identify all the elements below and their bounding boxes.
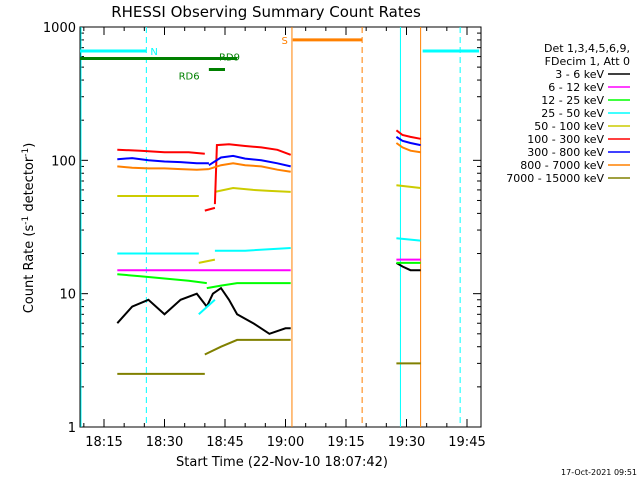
legend-header-2: FDecim 1, Att 0 xyxy=(545,55,630,68)
chart-title: RHESSI Observing Summary Count Rates xyxy=(111,3,421,21)
y-tick-label: 1 xyxy=(68,421,76,436)
y-axis-label: Count Rate (s-1 detector-1) xyxy=(21,143,37,314)
plot-content: N RD6 RD9 S xyxy=(80,27,480,427)
series-line xyxy=(206,282,291,290)
legend-label: 25 - 50 keV xyxy=(541,107,604,120)
series-line xyxy=(205,286,291,335)
legend-label: 12 - 25 keV xyxy=(541,94,604,107)
x-tick-label: 19:30 xyxy=(388,435,425,450)
legend-label: 50 - 100 keV xyxy=(534,120,604,133)
footer-date: 17-Oct-2021 09:51 xyxy=(561,468,637,477)
series-line xyxy=(117,273,207,285)
y-tick-label: 10 xyxy=(59,288,76,303)
x-tick-label: 18:45 xyxy=(206,435,243,450)
series-line xyxy=(395,136,421,147)
y-tick-label: 100 xyxy=(51,154,76,169)
x-tick-label: 18:30 xyxy=(146,435,183,450)
legend-label: 6 - 12 keV xyxy=(548,81,604,94)
plot-area: 18:15 18:30 18:45 19:00 19:15 19:30 19:45 1 10 10… xyxy=(43,21,486,450)
series-line xyxy=(395,129,421,140)
x-axis-label: Start Time (22-Nov-10 18:07:42) xyxy=(176,455,388,470)
series-line xyxy=(213,143,292,205)
flag-label: N xyxy=(150,47,157,58)
plot-frame xyxy=(79,26,482,428)
series-line xyxy=(396,237,421,242)
series-line xyxy=(395,142,421,154)
series-line xyxy=(396,184,421,189)
legend-header-1: Det 1,3,4,5,6,9, xyxy=(544,42,630,55)
series-line xyxy=(198,299,216,316)
series-line xyxy=(395,262,421,272)
series-line xyxy=(214,186,291,193)
legend-label: 800 - 7000 keV xyxy=(520,159,604,172)
series-line xyxy=(208,154,291,168)
x-tick-label: 19:15 xyxy=(327,435,364,450)
series-line xyxy=(116,292,208,324)
series-line xyxy=(208,162,291,173)
series-line xyxy=(117,148,205,155)
series-line xyxy=(204,206,216,212)
series-line xyxy=(117,165,209,171)
y-tick-label: 1000 xyxy=(43,21,76,36)
legend-label: 100 - 300 keV xyxy=(527,133,604,146)
x-tick-label: 19:00 xyxy=(267,435,304,450)
flag-label: S xyxy=(281,36,287,47)
series-line xyxy=(198,258,216,264)
series-line xyxy=(214,247,291,252)
x-tick-label: 19:45 xyxy=(448,435,485,450)
legend-label: 3 - 6 keV xyxy=(555,68,604,81)
series-line xyxy=(117,157,209,165)
flag-label: RD9 xyxy=(219,53,240,64)
x-tick-label: 18:15 xyxy=(85,435,122,450)
legend-label: 7000 - 15000 keV xyxy=(506,172,604,185)
flag-label: RD6 xyxy=(179,72,200,83)
series-line xyxy=(204,338,291,356)
legend-label: 300 - 800 keV xyxy=(527,146,604,159)
